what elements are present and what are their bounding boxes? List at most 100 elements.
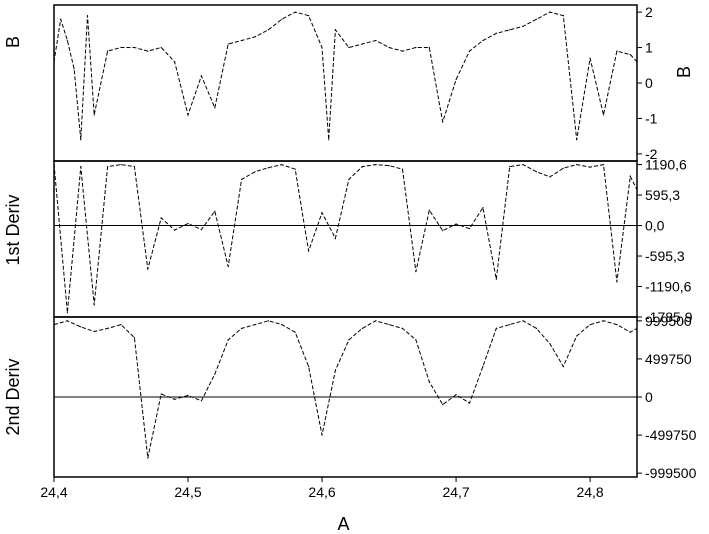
- panel-3-series-1-point-5: [107, 327, 109, 329]
- panel-1-series-1-point-14: [187, 114, 189, 116]
- panel-3-series-1-point-39: [562, 365, 564, 368]
- panel-2-series-1-point-4: [93, 304, 95, 306]
- panel-1-series-1-point-8: [107, 50, 109, 52]
- panel-3-series-1-point-19: [294, 331, 296, 333]
- panel-3-xtick-label-3: 24,6: [308, 484, 335, 500]
- panel-1-series-1-point-31: [401, 50, 404, 52]
- panel-2-ytick-label-4: -595,3: [645, 248, 685, 264]
- panel-1-series-1-point-45: [589, 57, 591, 59]
- panel-1-series-1-point-49: [636, 61, 638, 63]
- panel-1-series-1-point-12: [160, 46, 162, 49]
- panel-1-series-1-point-46: [602, 114, 605, 116]
- panel-1-series-1-point-47: [616, 50, 618, 52]
- panel-3-series-1-point-14: [227, 339, 229, 341]
- panel-3-series-1-point-3: [80, 326, 82, 328]
- panel-1-series-1-point-20: [267, 29, 269, 31]
- panel-2-series-1-point-3: [80, 166, 82, 168]
- panel-3-series-1-point-17: [267, 320, 269, 322]
- panel-2-series-1-point-18: [281, 164, 283, 166]
- panel-3-series-1-point-24: [361, 327, 363, 329]
- panel-1-series-1-point-7: [93, 114, 95, 116]
- panel-2-ytick-label-6: -1785,9: [645, 309, 693, 325]
- panel-2-series-1-point-9: [160, 217, 162, 219]
- panel-1-series-1-point-13: [174, 61, 176, 63]
- panel-1-series-1-point-27: [348, 46, 350, 49]
- panel-3-series-1-point-11: [187, 394, 189, 397]
- panel-1-series-1-point-28: [361, 43, 363, 45]
- panel-3-series-1-point-33: [482, 365, 484, 368]
- panel-3-ytick-label-5: -999500: [645, 465, 697, 481]
- panel-2-series-1-point-33: [482, 207, 484, 209]
- panel-1-series-1-point-35: [455, 78, 457, 81]
- panel-3-series-1-point-43: [616, 324, 618, 326]
- panel-2-series-1-point-44: [629, 175, 631, 177]
- panel-3-series-1-point-23: [348, 339, 350, 341]
- panel-1-series-1-point-3: [66, 39, 68, 42]
- panel-2-series-1-point-37: [535, 171, 538, 173]
- panel-3-series-1-point-9: [160, 393, 162, 395]
- panel-2-ytick-label-1: 1190,6: [645, 157, 687, 173]
- panel-3-series-1-point-21: [321, 434, 323, 436]
- panel-2-series-1-point-40: [576, 164, 578, 166]
- panel-2-series-1-point-16: [254, 171, 256, 173]
- panel-2-ytick-label-5: -1190,6: [645, 279, 692, 295]
- panel-2-series-1-point-5: [107, 166, 109, 168]
- panel-3-series-1-point-36: [522, 320, 524, 322]
- panel-1-ylabel-left: B: [3, 36, 23, 48]
- panel-1-series-1-line: [53, 11, 638, 140]
- panel-3-series-1-point-42: [602, 320, 605, 322]
- panel-3-series-1-point-12: [200, 400, 202, 402]
- panel-3-series-1-point-13: [214, 373, 216, 375]
- panel-2-series-1-point-35: [509, 166, 511, 168]
- panel-1-series-1-point-23: [308, 15, 310, 17]
- panel-2-series-1-point-38: [549, 176, 551, 178]
- panel-3-series-1-point-29: [428, 381, 430, 383]
- panel-1-series-1-point-32: [415, 46, 417, 49]
- panel-2-series-1-point-39: [562, 167, 564, 169]
- panel-1-series-1-point-10: [133, 46, 135, 49]
- panel-3-series-1-point-25: [375, 320, 377, 322]
- panel-1-series-1-point-16: [214, 107, 216, 109]
- panel-1-series-1-point-38: [495, 32, 497, 35]
- panel-2-series-1-line: [53, 164, 638, 313]
- panel-1-ylabel-right: B: [674, 66, 694, 78]
- panel-1-series-1-point-5: [80, 139, 82, 141]
- panel-1-series-1-point-21: [281, 18, 283, 20]
- panel-1-series-1-point-17: [227, 43, 229, 45]
- panel-2-series-1-point-11: [187, 222, 189, 225]
- panel-2-series-1-point-15: [241, 178, 243, 180]
- panel-3-series-1-point-31: [455, 394, 457, 396]
- panel-2-series-1-point-7: [133, 166, 135, 168]
- panel-3-series-1-point-32: [468, 402, 471, 404]
- panel-3-xtick-label-1: 24,4: [40, 484, 67, 500]
- panel-3-series-1-point-20: [308, 365, 310, 368]
- panel-1-series-1-point-25: [328, 139, 330, 141]
- panel-2-series-1-point-31: [455, 223, 457, 225]
- panel-1-series-1-point-2: [60, 18, 62, 20]
- panel-2-series-1-point-36: [522, 164, 524, 166]
- panel-3-series-1-point-26: [388, 324, 390, 326]
- panel-1-series-1-point-37: [482, 39, 484, 42]
- panel-2-series-1-point-14: [227, 265, 229, 268]
- panel-3-series-1-point-4: [93, 330, 95, 333]
- panel-1-series-1-point-19: [254, 36, 256, 38]
- panel-3-series-1-point-37: [535, 327, 538, 329]
- panel-2-series-1-point-13: [214, 210, 216, 212]
- panel-3-series-1-point-1: [53, 324, 55, 326]
- panel-3-series-1-point-2: [66, 320, 68, 322]
- panel-2-series-1-point-27: [401, 168, 404, 170]
- panel-3-series-1-point-34: [495, 327, 497, 329]
- panel-2-series-1-point-22: [334, 237, 336, 239]
- panel-3-series-1-point-18: [281, 324, 283, 326]
- panel-2-series-1-point-25: [375, 164, 377, 166]
- panel-2-series-1-point-21: [321, 212, 323, 214]
- panel-2-series-1-point-32: [468, 228, 471, 230]
- panel-3-series-1-point-35: [509, 324, 511, 326]
- panel-1-series-1-point-9: [120, 46, 122, 49]
- panel-1-series-1-point-43: [562, 15, 564, 17]
- panel-2-series-1-point-24: [361, 166, 363, 168]
- panel-1-series-1-point-22: [294, 11, 296, 13]
- panel-3-series-1-point-38: [549, 343, 551, 345]
- panel-3-xlabel: A: [337, 514, 349, 534]
